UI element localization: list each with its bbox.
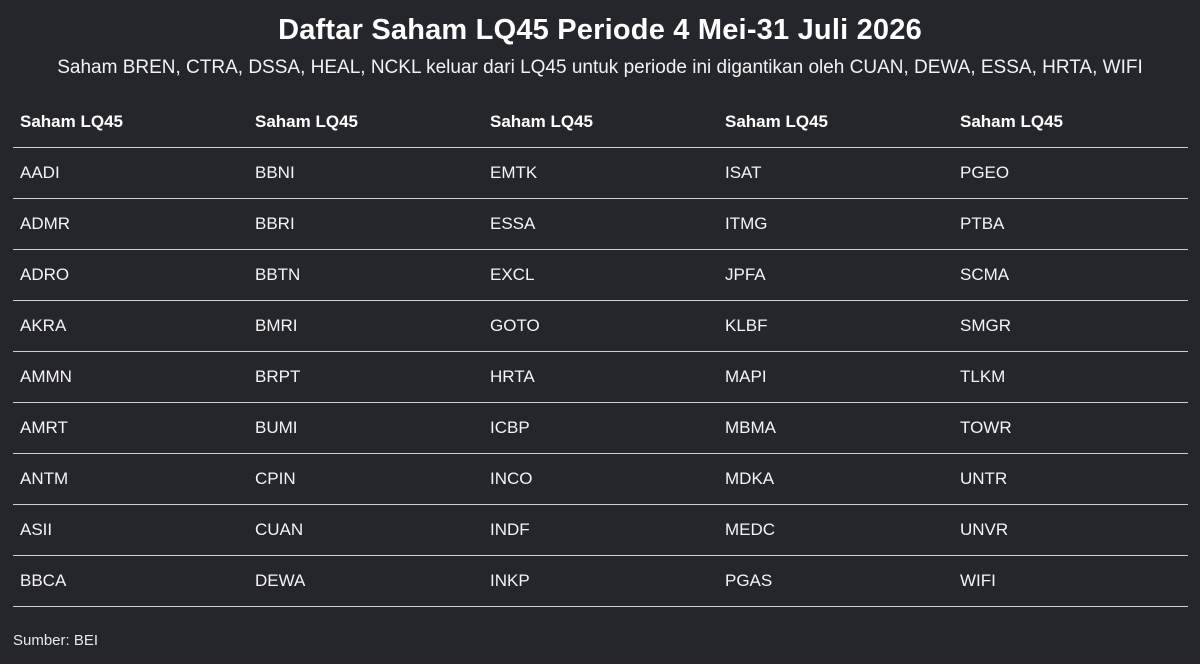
stock-ticker-cell: GOTO <box>490 316 540 335</box>
stock-ticker-cell: TOWR <box>960 418 1012 437</box>
stock-ticker-cell: UNTR <box>960 469 1008 488</box>
table-header-row: Saham LQ45 Saham LQ45 Saham LQ45 Saham L… <box>13 96 1188 148</box>
stock-ticker-cell: KLBF <box>725 316 768 335</box>
column-header: Saham LQ45 <box>960 111 1063 131</box>
stock-ticker-cell: HRTA <box>490 367 535 386</box>
stock-ticker-cell: MEDC <box>725 520 776 539</box>
column-header: Saham LQ45 <box>20 111 123 131</box>
stock-ticker-cell: SCMA <box>960 265 1010 284</box>
stock-ticker-cell: BBTN <box>255 265 301 284</box>
stock-ticker-cell: ASII <box>20 520 53 539</box>
stock-ticker-cell: UNVR <box>960 520 1009 539</box>
stock-ticker-cell: CUAN <box>255 520 304 539</box>
stock-ticker-cell: INDF <box>490 520 530 539</box>
stock-ticker-cell: EXCL <box>490 265 535 284</box>
stock-ticker-cell: JPFA <box>725 265 766 284</box>
stock-ticker-cell: SMGR <box>960 316 1011 335</box>
stock-ticker-cell: INCO <box>490 469 533 488</box>
stock-ticker-cell: MAPI <box>725 367 767 386</box>
stock-ticker-cell: WIFI <box>960 571 996 590</box>
stock-ticker-cell: BMRI <box>255 316 298 335</box>
table-body: AADI BBNI EMTK ISAT PGEO ADMR BBRI ESSA ITMG PTBA… <box>13 148 1188 607</box>
table-row: ASII CUAN INDF MEDC UNVR <box>13 505 1188 556</box>
stock-ticker-cell: ADRO <box>20 265 70 284</box>
stock-ticker-cell: AMMN <box>20 367 72 386</box>
stock-ticker-cell: MDKA <box>725 469 775 488</box>
column-header: Saham LQ45 <box>255 111 358 131</box>
table-row: AADI BBNI EMTK ISAT PGEO <box>13 148 1188 199</box>
table-row: BBCA DEWA INKP PGAS WIFI <box>13 556 1188 607</box>
stock-table: Saham LQ45 Saham LQ45 Saham LQ45 Saham L… <box>13 96 1188 607</box>
stock-ticker-cell: PGEO <box>960 163 1010 182</box>
stock-ticker-cell: DEWA <box>255 571 306 590</box>
stock-ticker-cell: TLKM <box>960 367 1006 386</box>
table-row: ADRO BBTN EXCL JPFA SCMA <box>13 250 1188 301</box>
stock-ticker-cell: INKP <box>490 571 530 590</box>
stock-ticker-cell: ANTM <box>20 469 69 488</box>
stock-ticker-cell: ESSA <box>490 214 536 233</box>
stock-ticker-cell: BBNI <box>255 163 295 182</box>
stock-ticker-cell: ITMG <box>725 214 768 233</box>
stock-ticker-cell: BRPT <box>255 367 301 386</box>
stock-ticker-cell: ADMR <box>20 214 71 233</box>
stock-ticker-cell: ISAT <box>725 163 762 182</box>
stock-ticker-cell: BUMI <box>255 418 298 437</box>
stock-ticker-cell: AMRT <box>20 418 68 437</box>
source-note: Sumber: BEI <box>13 632 99 649</box>
column-header: Saham LQ45 <box>490 111 593 131</box>
stock-ticker-cell: BBRI <box>255 214 295 233</box>
page-title: Daftar Saham LQ45 Periode 4 Mei-31 Juli … <box>278 14 922 46</box>
stock-ticker-cell: ICBP <box>490 418 530 437</box>
table-row: AMRT BUMI ICBP MBMA TOWR <box>13 403 1188 454</box>
stock-ticker-cell: EMTK <box>490 163 538 182</box>
stock-ticker-cell: PTBA <box>960 214 1005 233</box>
stock-ticker-cell: AKRA <box>20 316 67 335</box>
column-header: Saham LQ45 <box>725 111 828 131</box>
stock-ticker-cell: PGAS <box>725 571 773 590</box>
stock-ticker-cell: CPIN <box>255 469 296 488</box>
table-row: ADMR BBRI ESSA ITMG PTBA <box>13 199 1188 250</box>
stock-ticker-cell: AADI <box>20 163 60 182</box>
page-subtitle: Saham BREN, CTRA, DSSA, HEAL, NCKL kelua… <box>57 57 1143 78</box>
table-row: AKRA BMRI GOTO KLBF SMGR <box>13 301 1188 352</box>
table-row: ANTM CPIN INCO MDKA UNTR <box>13 454 1188 505</box>
stock-ticker-cell: BBCA <box>20 571 67 590</box>
stock-ticker-cell: MBMA <box>725 418 776 437</box>
table-row: AMMN BRPT HRTA MAPI TLKM <box>13 352 1188 403</box>
